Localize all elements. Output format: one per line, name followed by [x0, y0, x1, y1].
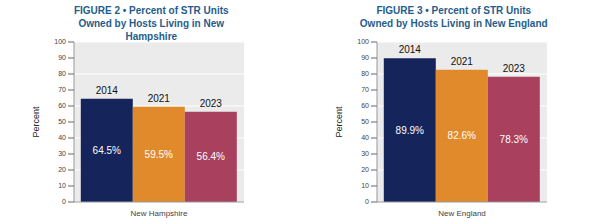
svg-text:60: 60: [361, 102, 369, 109]
svg-text:80: 80: [361, 70, 369, 77]
svg-text:20: 20: [361, 166, 369, 173]
svg-text:Percent: Percent: [31, 106, 41, 138]
svg-text:10: 10: [361, 182, 369, 189]
svg-text:70: 70: [361, 86, 369, 93]
svg-text:89.9%: 89.9%: [395, 125, 423, 136]
svg-text:100: 100: [55, 38, 67, 45]
svg-text:78.3%: 78.3%: [499, 134, 527, 145]
svg-text:2021: 2021: [450, 56, 473, 67]
svg-text:0: 0: [365, 198, 369, 205]
svg-text:100: 100: [357, 38, 369, 45]
svg-text:50: 50: [361, 118, 369, 125]
html-text:FIGURE 3 • Percent of STR Unit: FIGURE 3 • Percent of STR Units Owned by…: [359, 5, 548, 29]
svg-text:50: 50: [58, 118, 66, 125]
svg-text:30: 30: [361, 150, 369, 157]
svg-text:10: 10: [58, 182, 66, 189]
svg-text:70: 70: [58, 86, 66, 93]
svg-text:2021: 2021: [148, 93, 171, 104]
svg-text:2014: 2014: [96, 85, 119, 96]
svg-text:Percent: Percent: [334, 106, 344, 138]
svg-text:64.5%: 64.5%: [93, 145, 121, 156]
svg-text:New Hampshire: New Hampshire: [131, 209, 188, 218]
svg-text:2023: 2023: [200, 98, 223, 109]
html-text:FIGURE 2 • Percent of STR Unit: FIGURE 2 • Percent of STR Units Owned by…: [73, 5, 229, 42]
svg-text:0: 0: [62, 198, 66, 205]
svg-text:20: 20: [58, 166, 66, 173]
svg-text:2014: 2014: [398, 44, 421, 55]
svg-text:2023: 2023: [502, 63, 525, 74]
svg-text:40: 40: [58, 134, 66, 141]
svg-text:56.4%: 56.4%: [197, 151, 225, 162]
svg-text:59.5%: 59.5%: [145, 149, 173, 160]
svg-text:90: 90: [361, 54, 369, 61]
svg-text:New England: New England: [438, 209, 486, 218]
svg-text:82.6%: 82.6%: [447, 130, 475, 141]
svg-text:80: 80: [58, 70, 66, 77]
svg-text:30: 30: [58, 150, 66, 157]
svg-text:60: 60: [58, 102, 66, 109]
svg-text:90: 90: [58, 54, 66, 61]
svg-text:40: 40: [361, 134, 369, 141]
